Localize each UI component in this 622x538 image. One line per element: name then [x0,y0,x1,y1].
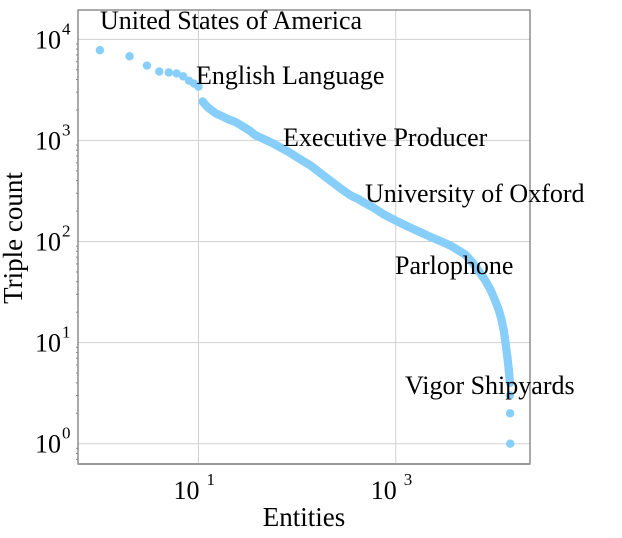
y-tick-exponent: 1 [62,323,71,342]
y-tick-label: 10 [35,25,61,54]
y-tick-exponent: 3 [62,120,71,139]
grid-lines [78,10,530,464]
y-tick-exponent: 2 [62,222,71,241]
x-axis-title: Entities [263,502,346,532]
data-point [164,68,174,77]
data-point [142,61,152,70]
y-tick-label: 10 [35,126,61,155]
data-point [155,67,164,76]
y-tick-exponent: 4 [62,19,71,38]
data-point [172,69,181,78]
data-point [505,391,515,400]
annotation-label: University of Oxford [365,179,585,208]
data-point [125,52,134,61]
annotation-label: English Language [196,61,384,90]
x-tick-exponent: 3 [404,470,413,489]
x-tick-labels: 10 1 10 3 [173,470,412,505]
x-tick-label: 10 [371,476,397,505]
x-tick-exponent: 1 [206,470,215,489]
x-tick-label: 10 [173,476,199,505]
data-point [179,72,188,81]
y-tick-label: 10 [35,430,61,459]
data-points [95,46,515,448]
data-point [505,409,515,418]
annotation-label: Parlophone [395,251,513,280]
y-tick-label: 10 [35,228,61,257]
annotation-label: Executive Producer [283,123,488,152]
data-point [194,82,203,91]
data-point [95,46,105,55]
y-axis-title: Triple count [0,172,28,304]
y-tick-label: 10 [35,329,61,358]
y-minor-ticks [76,43,78,460]
annotation-label: United States of America [100,6,363,35]
annotations: United States of America English Language… [100,6,585,400]
annotation-label: Vigor Shipyards [405,371,575,400]
data-point [505,378,515,388]
data-point [506,439,515,448]
y-tick-exponent: 0 [62,424,71,443]
